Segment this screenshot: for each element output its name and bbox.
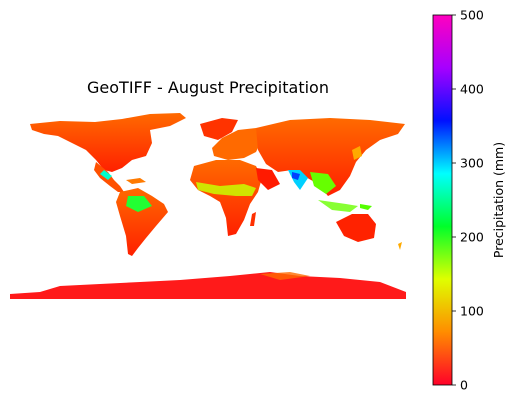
- new-zealand: [398, 242, 402, 250]
- madagascar: [250, 212, 256, 226]
- new-guinea: [360, 204, 372, 210]
- colorbar-tick-label: 300: [460, 156, 484, 171]
- amazon-wet: [126, 196, 152, 212]
- bay-of-bengal-rain: [292, 172, 300, 180]
- africa-rain-belt: [196, 182, 256, 196]
- asia: [256, 118, 405, 196]
- colorbar-tick-label: 100: [460, 304, 484, 319]
- colorbar: 0 100 200 300 400 500 Precipitation (mm): [432, 8, 506, 393]
- colorbar-gradient: [433, 15, 452, 385]
- greenland: [200, 118, 238, 140]
- colorbar-frame: [432, 14, 453, 386]
- map-title: GeoTIFF - August Precipitation: [87, 78, 329, 97]
- precipitation-map: [10, 113, 406, 299]
- colorbar-tick-label: 0: [460, 378, 468, 393]
- antarctica: [10, 272, 406, 299]
- europe: [212, 128, 262, 160]
- caribbean: [126, 178, 146, 184]
- southeast-asia: [310, 172, 336, 194]
- colorbar-tick-label: 200: [460, 230, 484, 245]
- colorbar-ticks: 0 100 200 300 400 500: [452, 8, 484, 393]
- arabia: [256, 168, 280, 190]
- indonesia: [318, 200, 358, 212]
- colorbar-tick-label: 500: [460, 8, 484, 23]
- japan: [352, 146, 362, 160]
- antarctica-east: [260, 272, 310, 280]
- central-america-wet: [100, 170, 112, 180]
- north-america: [30, 113, 186, 172]
- australia: [336, 214, 376, 242]
- colorbar-label: Precipitation (mm): [491, 142, 506, 258]
- africa: [190, 160, 262, 236]
- colorbar-tick-label: 400: [460, 82, 484, 97]
